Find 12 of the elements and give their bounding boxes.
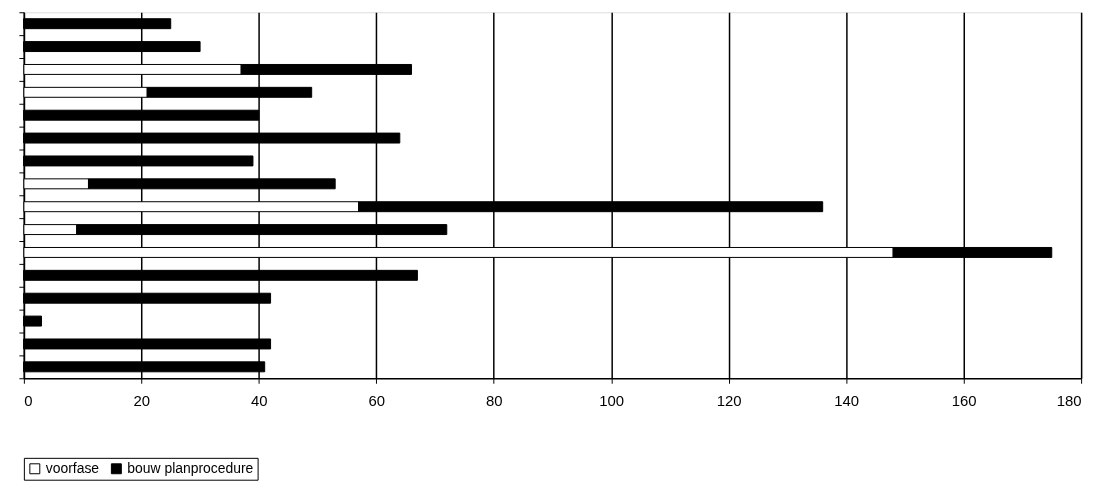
- x-tick-label: 140: [834, 392, 860, 409]
- x-tick-label: 0: [24, 392, 33, 409]
- legend-label: voorfase: [45, 459, 100, 476]
- x-tick-label: 40: [251, 392, 268, 409]
- x-tick-label: 60: [368, 392, 386, 409]
- x-tick-label: 80: [485, 392, 503, 409]
- x-tick-label: 180: [1056, 392, 1082, 409]
- x-tick-label: 100: [599, 392, 625, 409]
- x-tick-label: 160: [951, 392, 977, 409]
- legend-label: bouw planprocedure: [127, 459, 254, 476]
- x-tick-label: 120: [716, 392, 742, 409]
- x-tick-label: 20: [133, 392, 151, 409]
